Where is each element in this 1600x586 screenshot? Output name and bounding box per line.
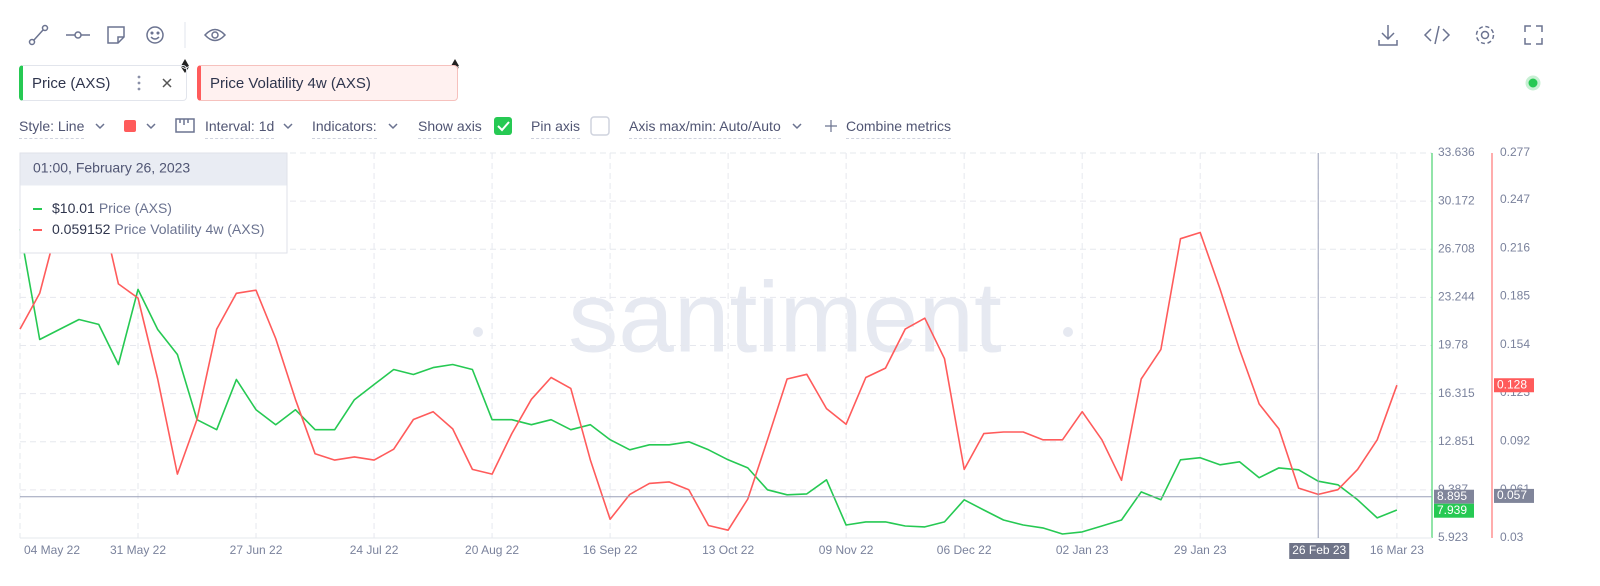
watermark-dot [1063, 327, 1073, 337]
y-tick-label: 5.923 [1438, 530, 1468, 544]
x-tick-label: 20 Aug 22 [465, 543, 519, 557]
crosshair-y2-badge-text: 0.057 [1497, 488, 1527, 502]
x-tick-label: 16 Sep 22 [583, 543, 638, 557]
x-tick-label: 27 Jun 22 [230, 543, 283, 557]
last-value-badge [1494, 378, 1534, 393]
x-tick-label: 02 Jan 23 [1056, 543, 1109, 557]
axis-minmax-control[interactable]: Axis max/min: Auto/Auto [629, 116, 781, 139]
y2-tick-label: 0.247 [1500, 192, 1530, 206]
x-tick-label: 29 Jan 23 [1174, 543, 1227, 557]
crosshair-x-text: 26 Feb 23 [1292, 543, 1346, 557]
chip-label: Price (AXS) [32, 75, 111, 92]
watermark-dot [473, 327, 483, 337]
chip-label: Price Volatility 4w (AXS) [210, 75, 371, 92]
y2-tick-label: 0.154 [1500, 337, 1530, 351]
line-tool[interactable] [28, 24, 49, 46]
tooltip-name: Price Volatility 4w (AXS) [114, 221, 264, 237]
metric-chip[interactable]: Price (AXS) [19, 65, 187, 101]
x-tick-label: 09 Nov 22 [819, 543, 874, 557]
tooltip: 01:00, February 26, 2023 $10.01 Price (AXS… [19, 152, 288, 254]
crosshair-y-badge [1434, 489, 1474, 504]
y2-tick-label: 0.092 [1500, 434, 1530, 448]
live-dot [1525, 75, 1541, 91]
plus-icon [825, 120, 837, 132]
pin-axis-control[interactable]: Pin axis [531, 116, 581, 139]
view-tool[interactable] [203, 28, 227, 42]
x-tick-label: 13 Oct 22 [702, 543, 754, 557]
embed[interactable] [1423, 25, 1451, 45]
note-tool[interactable] [107, 26, 125, 44]
tooltip-title: 01:00, February 26, 2023 [33, 160, 190, 176]
crosshair-x-badge [1289, 543, 1350, 559]
crosshair-y-badge-text: 8.895 [1437, 489, 1467, 503]
color-swatch[interactable] [124, 120, 136, 132]
interval-icon [175, 118, 195, 133]
toolbar-icons [28, 22, 1543, 136]
y2-tick-label: 0.185 [1500, 289, 1530, 303]
y-tick-label: 26.708 [1438, 241, 1475, 255]
tooltip-header [20, 153, 287, 186]
hline-tool[interactable] [66, 31, 90, 39]
download[interactable] [1378, 25, 1398, 46]
tooltip-value: 0.059152 [52, 221, 111, 237]
last-value-badge [1434, 503, 1474, 518]
last-value-badge-text: 7.939 [1437, 503, 1467, 517]
combine-metrics-control[interactable]: Combine metrics [846, 116, 952, 139]
y-tick-label: 12.851 [1438, 434, 1475, 448]
x-tick-label: 04 May 22 [24, 543, 80, 557]
indicators-control[interactable]: Indicators: [312, 116, 377, 139]
y-tick-label: 19.78 [1438, 338, 1468, 352]
last-value-badge-text: 0.128 [1497, 377, 1527, 391]
x-tick-label: 16 Mar 23 [1370, 543, 1424, 557]
tooltip-row: 0.059152 Price Volatility 4w (AXS) [52, 221, 265, 237]
chevrons [95, 123, 802, 130]
crosshair-y2-badge [1494, 488, 1534, 503]
x-tick-label: 24 Jul 22 [350, 543, 399, 557]
tooltip-value: $10.01 [52, 200, 95, 216]
y-tick-label: 30.172 [1438, 193, 1475, 207]
chart: santiment5.9239.38712.85116.31519.7823.2… [19, 145, 1534, 559]
show-axis-checkbox[interactable] [494, 117, 512, 135]
y-tick-label: 16.315 [1438, 386, 1475, 400]
series-line [19, 229, 1398, 535]
show-axis-control[interactable]: Show axis [418, 116, 482, 139]
check [497, 121, 510, 132]
pin-axis-checkbox[interactable] [590, 116, 610, 136]
series-line [19, 177, 1398, 531]
y2-tick-label: 0.277 [1500, 145, 1530, 159]
emoji-tool[interactable] [146, 26, 164, 44]
tooltip-name: Price (AXS) [99, 200, 172, 216]
x-tick-label: 06 Dec 22 [937, 543, 992, 557]
y2-tick-label: 0.216 [1500, 240, 1530, 254]
watermark: santiment [568, 261, 1002, 373]
y-tick-label: 33.636 [1438, 145, 1475, 159]
settings[interactable] [1475, 25, 1495, 45]
tooltip-row: $10.01 Price (AXS) [52, 200, 172, 216]
y2-tick-label: 0.03 [1500, 530, 1524, 544]
fullscreen[interactable] [1524, 25, 1543, 45]
x-tick-label: 31 May 22 [110, 543, 166, 557]
chip-close[interactable] [162, 78, 442, 88]
metric-chip[interactable]: Price Volatility 4w (AXS) [197, 65, 458, 101]
style-control[interactable]: Style: Line [19, 116, 85, 139]
interval-control[interactable]: Interval: 1d [205, 116, 275, 139]
y-tick-label: 23.244 [1438, 290, 1475, 304]
